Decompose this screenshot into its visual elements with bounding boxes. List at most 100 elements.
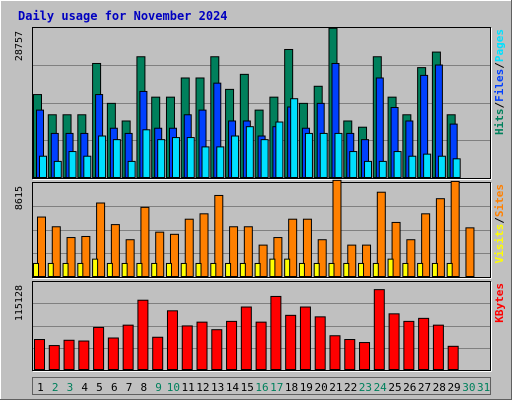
sites-bar-day-6 (110, 224, 120, 277)
sites-bar-day-2 (51, 226, 61, 277)
day-label-9: 9 (155, 381, 162, 394)
visits-bar-day-21 (328, 262, 335, 278)
bottom-panel-legend-part-0: KBytes (493, 283, 506, 323)
visits-bar-day-19 (298, 262, 305, 278)
day-label-16: 16 (255, 381, 268, 394)
pages-bar-day-28 (437, 155, 446, 178)
day-label-31: 31 (477, 381, 490, 394)
visits-bar-day-2 (47, 262, 54, 278)
day-label-7: 7 (126, 381, 133, 394)
labels-layer: 287578615115128Hits/Files/PagesVisits/Si… (14, 29, 506, 394)
pages-bar-day-10 (171, 137, 180, 178)
pages-bar-day-17 (275, 121, 284, 178)
kbytes-bar-day-24 (373, 289, 385, 371)
kbytes-bar-day-2 (48, 345, 60, 370)
visits-bar-day-29 (446, 262, 453, 278)
pages-bar-day-29 (452, 158, 461, 179)
sites-bar-day-19 (302, 218, 312, 278)
top-panel-legend-part-0: Hits (493, 109, 506, 136)
pages-bar-day-3 (68, 151, 77, 178)
middle-panel-legend-part-0: Visits (493, 224, 506, 264)
middle-panel-ymax-label: 8615 (14, 186, 25, 210)
day-label-28: 28 (433, 381, 446, 394)
pages-bar-day-6 (112, 139, 121, 178)
kbytes-bar-day-6 (107, 337, 119, 371)
sites-bar-day-23 (362, 244, 372, 277)
day-label-21: 21 (329, 381, 342, 394)
visits-bar-day-1 (33, 262, 39, 278)
visits-bar-day-27 (417, 262, 424, 278)
visits-bar-day-23 (358, 262, 365, 278)
sites-bar-day-1 (37, 216, 46, 277)
visits-bar-day-26 (402, 262, 409, 278)
kbytes-bar-day-7 (122, 324, 134, 370)
sites-bar-day-10 (169, 233, 179, 278)
day-label-8: 8 (140, 381, 147, 394)
chart-title: Daily usage for November 2024 (18, 9, 228, 23)
sites-bar-day-12 (199, 213, 209, 277)
kbytes-bar-day-21 (329, 335, 341, 370)
sites-bar-day-25 (391, 221, 401, 278)
kbytes-bar-day-13 (211, 329, 223, 370)
pages-bar-day-13 (216, 146, 225, 179)
day-label-27: 27 (418, 381, 431, 394)
pages-bar-day-16 (260, 139, 269, 178)
visits-bar-day-11 (180, 262, 187, 278)
sites-bar-day-26 (406, 239, 416, 277)
kbytes-bar-day-29 (447, 345, 459, 370)
kbytes-bar-day-18 (285, 314, 297, 371)
visits-bar-day-6 (106, 262, 113, 278)
day-label-24: 24 (374, 381, 388, 394)
kbytes-bar-day-8 (137, 299, 149, 371)
visits-bar-day-25 (387, 258, 394, 277)
pages-bar-day-24 (378, 160, 387, 178)
sites-bar-day-4 (81, 235, 91, 278)
sites-bar-day-3 (66, 237, 76, 278)
top-panel-legend: Hits/Files/Pages (493, 29, 506, 135)
day-label-13: 13 (211, 381, 224, 394)
pages-bar-day-21 (334, 132, 343, 179)
sites-bar-day-20 (317, 239, 327, 277)
day-label-10: 10 (167, 381, 180, 394)
pages-bar-day-15 (245, 126, 254, 179)
middle-panel-legend-part-1: / (493, 217, 506, 224)
day-label-29: 29 (447, 381, 460, 394)
day-label-30: 30 (462, 381, 475, 394)
sites-bar-day-5 (96, 202, 106, 277)
pages-bar-day-14 (231, 135, 240, 178)
kbytes-bar-day-11 (181, 325, 193, 371)
sites-bar-day-14 (229, 226, 239, 277)
sites-bar-day-16 (258, 244, 268, 277)
kbytes-bar-day-17 (270, 295, 282, 370)
kbytes-bar-day-16 (255, 321, 267, 371)
day-label-26: 26 (403, 381, 416, 394)
day-label-22: 22 (344, 381, 357, 394)
day-labels-strip (32, 377, 491, 395)
sites-bar-day-11 (184, 218, 194, 278)
day-label-3: 3 (67, 381, 74, 394)
visits-bar-day-14 (225, 262, 232, 278)
day-label-23: 23 (359, 381, 372, 394)
kbytes-bar-day-3 (63, 339, 75, 370)
pages-bar-day-20 (319, 132, 328, 179)
visits-bar-day-9 (151, 262, 158, 278)
pages-bar-day-22 (349, 151, 358, 178)
day-label-5: 5 (96, 381, 103, 394)
sites-bar-day-7 (125, 239, 135, 277)
sites-bar-day-28 (435, 198, 445, 277)
visits-bar-day-28 (431, 262, 438, 278)
bars-layer (33, 27, 475, 371)
visits-bar-day-16 (254, 262, 261, 278)
pages-bar-day-4 (83, 155, 92, 178)
visits-bar-day-10 (165, 262, 172, 278)
visits-bar-day-8 (136, 262, 143, 278)
pages-bar-day-23 (364, 160, 373, 178)
kbytes-bar-day-5 (93, 326, 105, 371)
kbytes-bar-day-26 (403, 320, 415, 371)
visits-bar-day-18 (284, 258, 291, 277)
day-label-25: 25 (388, 381, 401, 394)
kbytes-bar-day-9 (152, 336, 164, 371)
sites-bar-day-18 (288, 218, 298, 278)
